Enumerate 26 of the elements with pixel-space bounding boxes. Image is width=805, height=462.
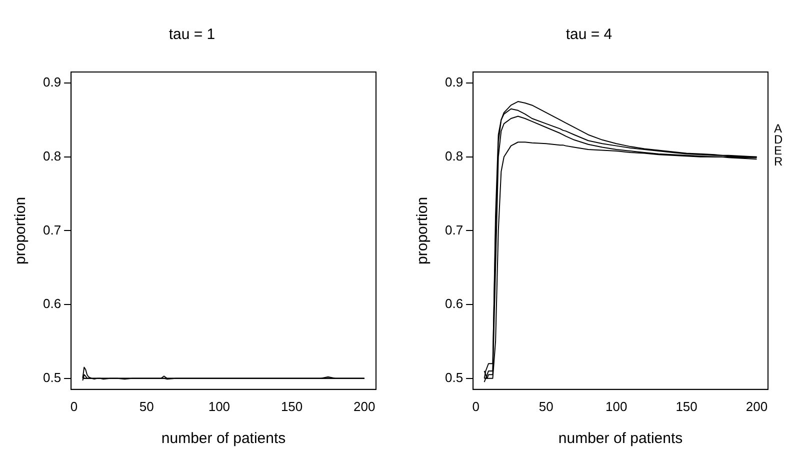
x-tick-label: 100 xyxy=(208,398,230,414)
x-tick-label: 200 xyxy=(746,398,768,414)
y-tick-label: 0.9 xyxy=(42,74,62,90)
y-tick-label: 0.5 xyxy=(444,370,464,385)
x-tick-label: 50 xyxy=(538,398,554,414)
y-axis-title: proportion xyxy=(414,196,432,264)
y-tick-label: 0.7 xyxy=(444,222,464,238)
x-tick-label: 200 xyxy=(354,398,376,414)
y-tick-label: 0.6 xyxy=(42,296,62,312)
x-tick-label: 0 xyxy=(70,398,78,414)
y-tick-label: 0.5 xyxy=(42,370,62,385)
y-axis-title: proportion xyxy=(12,196,30,264)
y-tick-label: 0.9 xyxy=(444,74,464,90)
chart-title: tau = 4 xyxy=(566,26,612,44)
y-tick-label: 0.8 xyxy=(444,148,464,164)
x-axis-title: number of patients xyxy=(558,430,683,448)
x-tick-label: 0 xyxy=(472,398,480,414)
y-tick-label: 0.8 xyxy=(42,148,62,164)
x-tick-label: 150 xyxy=(280,398,303,414)
y-tick-label: 0.6 xyxy=(444,296,464,312)
x-axis-title: number of patients xyxy=(161,430,286,448)
x-tick-label: 50 xyxy=(139,398,154,414)
x-tick-label: 150 xyxy=(676,398,698,414)
chart-title: tau = 1 xyxy=(168,26,216,44)
x-tick-label: 100 xyxy=(605,398,628,414)
y-tick-label: 0.7 xyxy=(42,222,62,238)
